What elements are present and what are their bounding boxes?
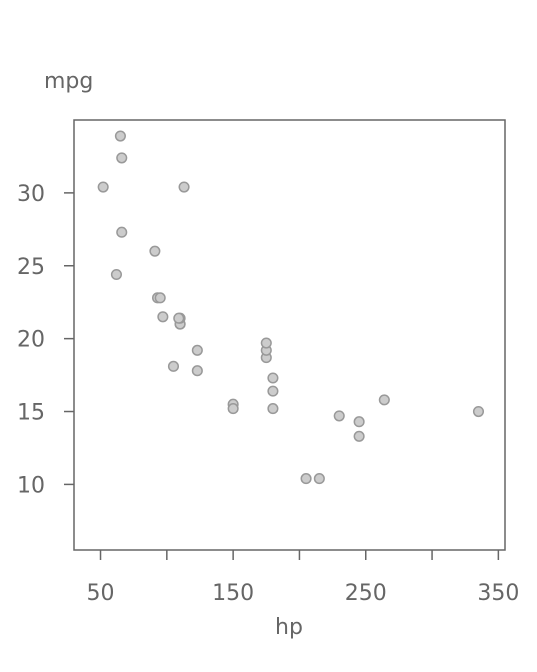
- data-point: [472, 405, 485, 418]
- data-point: [191, 365, 203, 377]
- data-point: [167, 360, 180, 372]
- y-tick-label: 25: [17, 255, 45, 280]
- data-point: [191, 344, 203, 356]
- data-point: [154, 292, 166, 304]
- y-tick-label: 15: [17, 401, 45, 426]
- data-point: [227, 403, 239, 415]
- data-point: [157, 311, 169, 323]
- data-point: [114, 130, 126, 142]
- data-point: [149, 245, 161, 257]
- data-point: [97, 181, 109, 193]
- data-point: [353, 416, 365, 428]
- data-point: [313, 473, 325, 485]
- data-point: [173, 312, 185, 324]
- ticks-layer: 50 150 250 350 10 15 20 25 30: [17, 182, 519, 606]
- y-tick-label: 10: [17, 473, 45, 498]
- points-layer: [97, 130, 485, 485]
- x-tick-label: 150: [212, 581, 254, 606]
- data-point: [178, 181, 190, 193]
- data-point: [267, 385, 279, 397]
- y-tick-label: 20: [17, 328, 45, 353]
- y-tick-label: 30: [17, 182, 45, 207]
- data-point: [353, 430, 365, 442]
- x-tick-label: 50: [87, 581, 115, 606]
- x-tick-label: 350: [477, 581, 519, 606]
- data-point: [333, 410, 345, 422]
- data-point: [267, 403, 279, 415]
- y-axis-label: mpg: [44, 69, 93, 94]
- data-point: [378, 394, 390, 406]
- data-point: [110, 268, 122, 281]
- x-tick-label: 250: [345, 581, 387, 606]
- x-axis-label: hp: [275, 615, 303, 640]
- plot-frame: [73, 119, 506, 551]
- data-point: [116, 226, 128, 238]
- data-point: [300, 473, 312, 485]
- data-point: [116, 152, 128, 164]
- data-point: [260, 337, 272, 349]
- data-point: [267, 372, 279, 384]
